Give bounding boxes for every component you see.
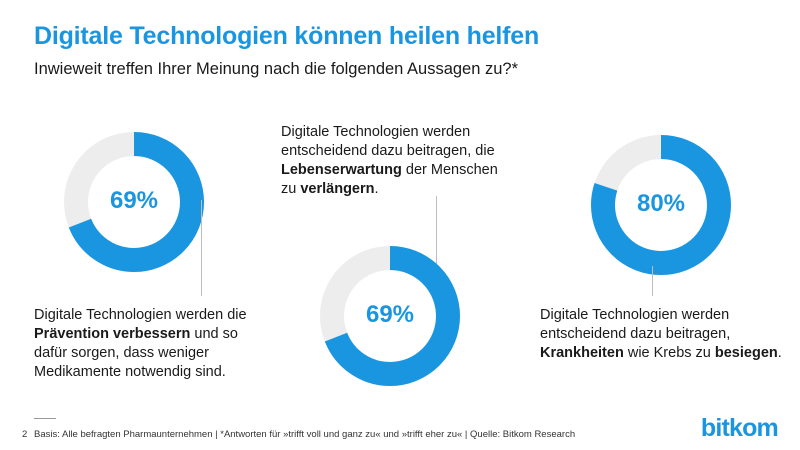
- statement-line: Digitale Technologien werden: [281, 123, 498, 142]
- statement-emphasis: verlängern: [300, 181, 375, 197]
- statement-text: Medikamente notwendig sind.: [34, 364, 226, 380]
- statement-krankheiten: Digitale Technologien werden entscheidend…: [540, 306, 782, 363]
- source-note: Basis: Alle befragten Pharmaunternehmen …: [34, 429, 576, 440]
- statement-text: .: [777, 345, 782, 361]
- footer-divider: [34, 418, 56, 419]
- statement-emphasis: Lebenserwartung: [281, 162, 402, 178]
- donut-value-arc: [320, 246, 460, 386]
- statement-line: entscheidend dazu beitragen,: [540, 325, 782, 344]
- donut-chart-praevention: 69%: [64, 132, 204, 272]
- statement-line: Lebenserwartung der Menschen: [281, 161, 498, 180]
- statement-line: Prävention verbessern und so: [34, 325, 247, 344]
- connector-line: [201, 200, 202, 296]
- donut-value-label: 69%: [109, 187, 159, 214]
- footer-source: 2 Basis: Alle befragten Pharmaunternehmen…: [22, 429, 575, 440]
- statement-line: dafür sorgen, dass weniger: [34, 344, 247, 363]
- connector-line: [436, 196, 437, 266]
- donut-value-label: 80%: [636, 190, 686, 217]
- statement-emphasis: besiegen: [714, 345, 778, 361]
- statement-text: wie Krebs zu: [623, 345, 715, 361]
- chart-title: Digitale Technologien können heilen helf…: [34, 22, 540, 50]
- statement-lebenserwartung: Digitale Technologien werden entscheidend…: [281, 123, 498, 199]
- statement-line: Digitale Technologien werden die: [34, 306, 247, 325]
- statement-line: Krankheiten wie Krebs zu besiegen.: [540, 344, 782, 363]
- statement-text: der Menschen: [401, 162, 498, 178]
- statement-text: Digitale Technologien werden: [281, 124, 471, 140]
- statement-text: dafür sorgen, dass weniger: [34, 345, 209, 361]
- donut-chart-krankheiten: 80%: [591, 135, 731, 275]
- bitkom-logo: bitkom: [700, 414, 779, 442]
- statement-emphasis: Prävention verbessern: [34, 326, 191, 342]
- statement-text: und so: [190, 326, 238, 342]
- donut-svg: [64, 132, 204, 272]
- statement-line: zu verlängern.: [281, 180, 498, 199]
- donut-chart-lebenserwartung: 69%: [320, 246, 460, 386]
- donut-svg: [591, 135, 731, 275]
- statement-text: Digitale Technologien werden: [540, 307, 730, 323]
- connector-line: [652, 266, 653, 296]
- donut-svg: [320, 246, 460, 386]
- chart-subtitle: Inwieweit treffen Ihrer Meinung nach die…: [34, 60, 519, 78]
- statement-text: .: [374, 181, 379, 197]
- statement-text: entscheidend dazu beitragen,: [540, 326, 731, 342]
- statement-text: entscheidend dazu beitragen, die: [281, 143, 495, 159]
- donut-value-label: 69%: [365, 301, 415, 328]
- statement-emphasis: Krankheiten: [540, 345, 624, 361]
- statement-text: Digitale Technologien werden die: [34, 307, 247, 323]
- statement-praevention: Digitale Technologien werden die Präventi…: [34, 306, 247, 382]
- donut-value-arc: [591, 135, 731, 275]
- statement-line: Medikamente notwendig sind.: [34, 363, 247, 382]
- donut-value-arc: [64, 132, 204, 272]
- statement-text: zu: [281, 181, 301, 197]
- statement-line: entscheidend dazu beitragen, die: [281, 142, 498, 161]
- statement-line: Digitale Technologien werden: [540, 306, 782, 325]
- page-number: 2: [22, 429, 28, 440]
